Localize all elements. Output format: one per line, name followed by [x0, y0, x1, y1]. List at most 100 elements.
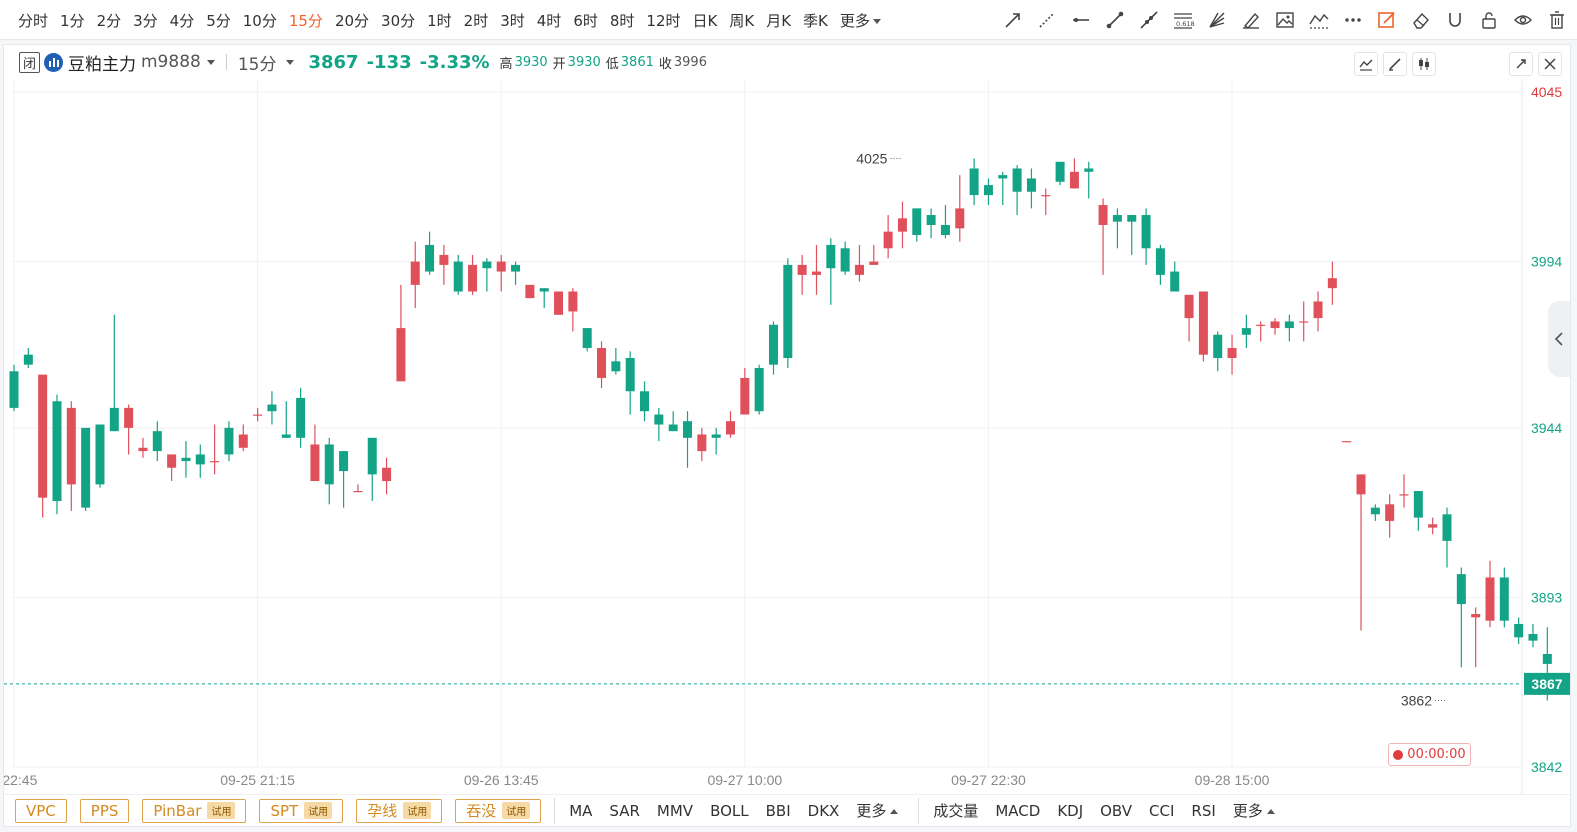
sub_indicators-more[interactable]: 更多: [1233, 800, 1275, 821]
extended-line-icon[interactable]: [1137, 8, 1161, 32]
candle-body: [124, 407, 134, 428]
timeframe-9[interactable]: 30分: [381, 11, 416, 30]
pattern-button-0[interactable]: VPC: [15, 798, 67, 823]
candle-body: [869, 261, 879, 265]
candle-body: [654, 414, 664, 425]
pattern-button-4[interactable]: 孕线 试用: [356, 798, 443, 823]
timeframe-more[interactable]: 更多: [834, 10, 887, 31]
timeframe-5[interactable]: 5分: [206, 11, 231, 30]
candle-body: [138, 447, 148, 452]
countdown-badge: 00:00:00: [1388, 743, 1471, 766]
candlestick-chart[interactable]: 4045 3994 3944 3893 3842 2 22:45 09-25 21:15 09…: [4, 45, 1570, 826]
brush-icon[interactable]: [1239, 8, 1263, 32]
candle-body: [754, 367, 764, 412]
main_indicators-0[interactable]: MA: [569, 801, 593, 820]
candle-body: [339, 451, 349, 472]
candle-body: [926, 215, 936, 226]
timeframe-6[interactable]: 10分: [242, 11, 277, 30]
main_indicators-4[interactable]: BBI: [765, 801, 791, 820]
timeframe-15[interactable]: 8时: [609, 11, 635, 30]
timeframe-2[interactable]: 2分: [96, 11, 122, 30]
main_indicators-3[interactable]: BOLL: [710, 801, 749, 820]
candle-body: [826, 244, 836, 269]
timeframe-10[interactable]: 1时: [427, 11, 452, 30]
sub_indicators-3[interactable]: OBV: [1100, 801, 1133, 820]
delete-icon[interactable]: [1545, 8, 1569, 32]
timeframe-8[interactable]: 20分: [334, 11, 370, 30]
high-value: 3930: [514, 54, 548, 70]
candle-body: [1041, 195, 1051, 197]
candle-body: [539, 288, 549, 292]
timeframe-1[interactable]: 1分: [60, 11, 85, 30]
timeframe-13[interactable]: 4时: [536, 11, 562, 30]
timeframe-16[interactable]: 12时: [646, 11, 681, 30]
pattern-button-2[interactable]: PinBar 试用: [142, 798, 247, 823]
x-tick-label: 09-27 10:00: [707, 772, 782, 788]
main_indicators-5[interactable]: DKX: [807, 801, 840, 820]
pattern-button-3[interactable]: SPT 试用: [259, 798, 344, 823]
main_indicators-1[interactable]: SAR: [609, 801, 640, 820]
main_indicators-2[interactable]: MMV: [656, 801, 694, 820]
pattern-button-label: SPT: [270, 801, 299, 820]
pattern-button-label: PinBar: [153, 801, 202, 820]
candle-body: [367, 437, 377, 475]
pattern-button-5[interactable]: 吞没 试用: [455, 798, 542, 823]
contract-info-bar: 闭 豆粕主力 m9888 15分 3867 -133 -3.33% 高 3930…: [4, 45, 1570, 79]
candle-body: [66, 407, 76, 485]
candle-body: [1342, 441, 1352, 443]
candle-body: [496, 261, 506, 272]
dashed-line-icon[interactable]: [1035, 8, 1059, 32]
drawing-toggle-icon[interactable]: [1383, 52, 1407, 76]
horizontal-ray-icon[interactable]: [1069, 8, 1093, 32]
period-dropdown-icon[interactable]: [286, 59, 295, 65]
sub_indicators-4[interactable]: CCI: [1149, 801, 1175, 820]
timeframe-18[interactable]: 周K: [729, 11, 755, 30]
period-select[interactable]: 15分: [237, 54, 277, 75]
chart-type-icon[interactable]: [1354, 52, 1378, 76]
candle-body: [1270, 321, 1280, 329]
contract-dropdown-icon[interactable]: [206, 59, 215, 65]
price-change: -133: [366, 51, 412, 73]
contract-name[interactable]: 豆粕主力: [68, 54, 136, 75]
ray-line-icon[interactable]: [1001, 8, 1025, 32]
candle-body: [840, 248, 850, 272]
fibonacci-icon[interactable]: 0.618: [1171, 8, 1195, 32]
edit-drawing-icon[interactable]: [1375, 8, 1399, 32]
timeframe-7[interactable]: 15分: [288, 11, 323, 30]
expand-icon[interactable]: [1509, 52, 1533, 76]
timeframe-14[interactable]: 6时: [573, 11, 598, 30]
candle-body: [1155, 248, 1165, 275]
side-collapse-tab[interactable]: [1548, 301, 1570, 377]
pattern-button-1[interactable]: PPS: [79, 798, 130, 823]
timeframe-4[interactable]: 4分: [169, 11, 195, 30]
sub_indicators-0[interactable]: 成交量: [933, 802, 979, 820]
more-tools-icon[interactable]: [1341, 8, 1365, 32]
eye-icon[interactable]: [1511, 8, 1535, 32]
image-icon[interactable]: [1273, 8, 1297, 32]
timeframe-0[interactable]: 分时: [18, 11, 49, 30]
main_indicators-more[interactable]: 更多: [856, 800, 899, 821]
unlock-icon[interactable]: [1477, 8, 1501, 32]
sub_indicators-2[interactable]: KDJ: [1057, 801, 1084, 820]
sub_indicators-1[interactable]: MACD: [995, 801, 1041, 820]
indicator-bar: VPC PPS PinBar 试用 SPT 试用 孕线 试用 吞没 试用 MA SAR MMV BOLL…: [4, 794, 1570, 826]
x-tick-label: 09-26 13:45: [464, 772, 539, 788]
magnet-icon[interactable]: [1443, 8, 1467, 32]
timeframe-19[interactable]: 月K: [766, 11, 792, 30]
timeframe-3[interactable]: 3分: [133, 11, 158, 30]
timeframe-12[interactable]: 3时: [500, 11, 525, 30]
contract-code[interactable]: m9888: [141, 52, 201, 72]
candle-body: [683, 421, 693, 438]
eraser-icon[interactable]: [1409, 8, 1433, 32]
indicator-toggle-icon[interactable]: [1412, 52, 1436, 76]
segment-line-icon[interactable]: [1103, 8, 1127, 32]
timeframe-17[interactable]: 日K: [692, 11, 718, 30]
indicator-separator: [918, 797, 920, 824]
close-icon[interactable]: [1538, 52, 1562, 76]
timeframe-11[interactable]: 2时: [463, 11, 489, 30]
timeframe-20[interactable]: 季K: [803, 11, 828, 30]
trend-pattern-icon[interactable]: [1307, 8, 1331, 32]
gann-fan-icon[interactable]: [1205, 8, 1229, 32]
candle-body: [1112, 215, 1122, 222]
sub_indicators-5[interactable]: RSI: [1191, 801, 1216, 820]
